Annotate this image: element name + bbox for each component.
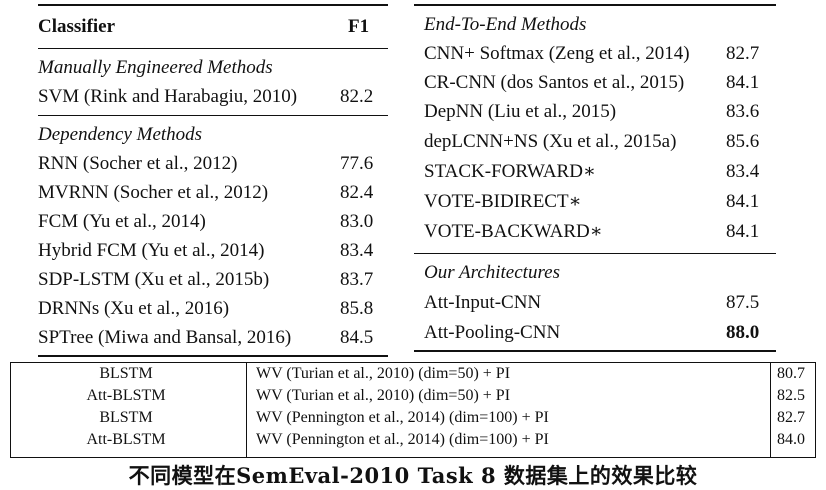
model-name: BLSTM — [99, 364, 153, 382]
bottom-results-table: BLSTM WV (Turian et al., 2010) (dim=50) … — [10, 362, 816, 458]
method-name: Att-Pooling-CNN — [424, 321, 561, 343]
section-title: Manually Engineered Methods — [38, 53, 388, 82]
method-name: RNN (Socher et al., 2012) — [38, 152, 238, 174]
model-name: Att-BLSTM — [86, 386, 166, 404]
method-name: STACK-FORWARD∗ — [424, 161, 596, 182]
right-border — [815, 362, 816, 458]
section-title: Dependency Methods — [38, 120, 388, 149]
top-rule — [10, 362, 816, 363]
feature-set: WV (Turian et al., 2010) (dim=50) + PI — [256, 386, 511, 404]
bottom-rule — [10, 457, 816, 458]
method-name: Hybrid FCM (Yu et al., 2014) — [38, 239, 265, 261]
f1-score: 83.7 — [340, 268, 374, 290]
method-name: DepNN (Liu et al., 2015) — [424, 100, 617, 122]
f1-score: 84.1 — [726, 190, 760, 212]
method-name: SDP-LSTM (Xu et al., 2015b) — [38, 268, 270, 290]
table-row: depLCNN+NS (Xu et al., 2015a) 85.6 — [424, 127, 774, 156]
method-name: CNN+ Softmax (Zeng et al., 2014) — [424, 42, 690, 64]
top-rule — [38, 4, 388, 6]
f1-score: 84.1 — [726, 71, 760, 93]
column-divider — [246, 362, 247, 458]
section-title-manual: Manually Engineered Methods — [38, 56, 273, 78]
f1-score: 82.7 — [777, 408, 805, 426]
classifier-header: Classifier — [38, 15, 116, 37]
table-row: Att-BLSTM WV (Pennington et al., 2014) (… — [10, 429, 816, 450]
right-results-table: End-To-End Methods CNN+ Softmax (Zeng et… — [414, 0, 776, 360]
model-name: BLSTM — [99, 408, 153, 426]
section-title: End-To-End Methods — [424, 10, 774, 39]
f1-score: 84.0 — [777, 430, 805, 448]
f1-score: 84.5 — [340, 326, 374, 348]
f1-score: 85.8 — [340, 297, 374, 319]
left-border — [10, 362, 11, 458]
top-rule — [414, 4, 776, 6]
f1-score: 77.6 — [340, 152, 374, 174]
f1-score: 83.4 — [726, 160, 760, 182]
table-row: Att-Pooling-CNN 88.0 — [424, 318, 774, 347]
f1-score: 83.0 — [340, 210, 374, 232]
feature-set: WV (Pennington et al., 2014) (dim=100) +… — [256, 408, 549, 426]
method-name: Att-Input-CNN — [424, 291, 542, 313]
f1-score: 83.4 — [340, 239, 374, 261]
table-row: SVM (Rink and Harabagiu, 2010) 82.2 — [38, 82, 388, 111]
f1-header: F1 — [348, 15, 370, 37]
section-rule — [414, 253, 776, 254]
bottom-rule — [38, 355, 388, 357]
table-row: BLSTM WV (Turian et al., 2010) (dim=50) … — [10, 363, 816, 384]
method-name: DRNNs (Xu et al., 2016) — [38, 297, 230, 319]
table-row: Att-BLSTM WV (Turian et al., 2010) (dim=… — [10, 385, 816, 406]
section-rule — [38, 115, 388, 116]
table-row: STACK-FORWARD∗ 83.4 — [424, 157, 774, 186]
f1-score: 85.6 — [726, 130, 760, 152]
table-row: DepNN (Liu et al., 2015) 83.6 — [424, 97, 774, 126]
method-name: SPTree (Miwa and Bansal, 2016) — [38, 326, 292, 348]
feature-set: WV (Turian et al., 2010) (dim=50) + PI — [256, 364, 511, 382]
section-title-our-architectures: Our Architectures — [424, 261, 560, 283]
method-name: CR-CNN (dos Santos et al., 2015) — [424, 71, 685, 93]
f1-score: 80.7 — [777, 364, 805, 382]
method-name: depLCNN+NS (Xu et al., 2015a) — [424, 130, 677, 152]
f1-score: 83.6 — [726, 100, 760, 122]
table-row: CNN+ Softmax (Zeng et al., 2014) 82.7 — [424, 39, 774, 68]
table-row: RNN (Socher et al., 2012) 77.6 — [38, 149, 388, 178]
table-row: BLSTM WV (Pennington et al., 2014) (dim=… — [10, 407, 816, 428]
column-divider — [770, 362, 771, 458]
f1-score: 82.4 — [340, 181, 374, 203]
header-row: Classifier F1 — [38, 12, 388, 41]
table-row: Att-Input-CNN 87.5 — [424, 288, 774, 317]
method-name: FCM (Yu et al., 2014) — [38, 210, 206, 232]
section-title-dependency: Dependency Methods — [38, 123, 203, 145]
feature-set: WV (Pennington et al., 2014) (dim=100) +… — [256, 430, 549, 448]
f1-score: 82.5 — [777, 386, 805, 404]
header-rule — [38, 48, 388, 49]
table-caption: 不同模型在SemEval-2010 Task 8 数据集上的效果比较 — [128, 463, 698, 488]
f1-score: 87.5 — [726, 291, 760, 313]
f1-score-best: 88.0 — [726, 321, 760, 343]
table-row: FCM (Yu et al., 2014) 83.0 — [38, 207, 388, 236]
table-row: VOTE-BACKWARD∗ 84.1 — [424, 217, 774, 246]
table-row: MVRNN (Socher et al., 2012) 82.4 — [38, 178, 388, 207]
table-row: SDP-LSTM (Xu et al., 2015b) 83.7 — [38, 265, 388, 294]
bottom-rule — [414, 350, 776, 352]
table-row: SPTree (Miwa and Bansal, 2016) 84.5 — [38, 323, 388, 352]
section-title-end-to-end: End-To-End Methods — [424, 13, 587, 35]
table-row: DRNNs (Xu et al., 2016) 85.8 — [38, 294, 388, 323]
section-title: Our Architectures — [424, 258, 774, 287]
table-row: VOTE-BIDIRECT∗ 84.1 — [424, 187, 774, 216]
model-name: Att-BLSTM — [86, 430, 166, 448]
f1-score: 82.7 — [726, 42, 760, 64]
left-results-table: Classifier F1 Manually Engineered Method… — [38, 0, 388, 360]
f1-score: 84.1 — [726, 220, 760, 242]
f1-score: 82.2 — [340, 85, 374, 107]
method-name: SVM (Rink and Harabagiu, 2010) — [38, 85, 298, 107]
method-name: VOTE-BIDIRECT∗ — [424, 191, 582, 212]
method-name: MVRNN (Socher et al., 2012) — [38, 181, 269, 203]
table-row: Hybrid FCM (Yu et al., 2014) 83.4 — [38, 236, 388, 265]
table-row: CR-CNN (dos Santos et al., 2015) 84.1 — [424, 68, 774, 97]
method-name: VOTE-BACKWARD∗ — [424, 221, 603, 242]
